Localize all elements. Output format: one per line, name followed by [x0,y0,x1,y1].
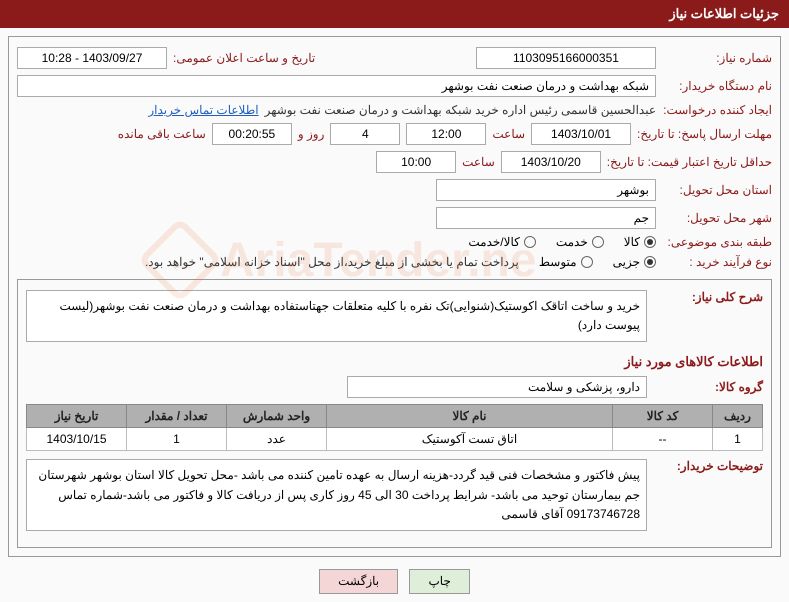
goods-group-label: گروه کالا: [653,380,763,394]
overview-label: شرح کلی نیاز: [653,290,763,304]
buyer-notes-text: پیش فاکتور و مشخصات فنی قید گردد-هزینه ا… [26,459,647,531]
main-form: AriaTender.ne شماره نیاز: 11030951660003… [8,36,781,557]
price-time-label: ساعت [462,155,495,169]
reply-time-label: ساعت [492,127,525,141]
requester-value: عبدالحسین قاسمی رئیس اداره خرید شبکه بهد… [265,103,656,117]
reply-days-label: روز و [298,127,325,141]
radio-service-label: خدمت [556,235,588,249]
cell-qty: 1 [127,428,227,451]
reply-deadline-label: مهلت ارسال پاسخ: تا تاریخ: [637,127,772,141]
subject-class-label: طبقه بندی موضوعی: [662,235,772,249]
radio-icon [581,256,593,268]
radio-service[interactable]: خدمت [556,235,604,249]
requester-label: ایجاد کننده درخواست: [662,103,772,117]
row-requester: ایجاد کننده درخواست: عبدالحسین قاسمی رئی… [17,103,772,117]
radio-both[interactable]: کالا/خدمت [468,235,535,249]
price-validity-label: حداقل تاریخ اعتبار قیمت: تا تاریخ: [607,155,772,169]
radio-icon [592,236,604,248]
announce-label: تاریخ و ساعت اعلان عمومی: [173,51,315,65]
need-number-label: شماره نیاز: [662,51,772,65]
cell-date: 1403/10/15 [27,428,127,451]
radio-goods[interactable]: کالا [624,235,656,249]
back-button[interactable]: بازگشت [319,569,398,594]
radio-goods-label: کالا [624,235,640,249]
delivery-city-label: شهر محل تحویل: [662,211,772,225]
print-button[interactable]: چاپ [409,569,469,594]
cell-name: اتاق تست آکوستیک [327,428,613,451]
row-buyer-org: نام دستگاه خریدار: شبکه بهداشت و درمان ص… [17,75,772,97]
row-reply-deadline: مهلت ارسال پاسخ: تا تاریخ: 1403/10/01 سا… [17,123,772,145]
buyer-org-label: نام دستگاه خریدار: [662,79,772,93]
purchase-note: پرداخت تمام یا بخشی از مبلغ خرید،از محل … [145,255,519,269]
price-validity-time: 10:00 [376,151,456,173]
reply-days: 4 [330,123,400,145]
row-delivery-city: شهر محل تحویل: جم [17,207,772,229]
goods-section-title: اطلاعات کالاهای مورد نیاز [26,354,763,370]
cell-code: -- [613,428,713,451]
purchase-type-label: نوع فرآیند خرید : [662,255,772,269]
radio-medium-label: متوسط [539,255,577,269]
radio-medium[interactable]: متوسط [539,255,593,269]
cell-unit: عدد [227,428,327,451]
overview-section: شرح کلی نیاز: خرید و ساخت اتاقک اکوستیک(… [17,279,772,548]
goods-table: ردیف کد کالا نام کالا واحد شمارش تعداد /… [26,404,763,451]
row-need-number: شماره نیاز: 1103095166000351 تاریخ و ساع… [17,47,772,69]
row-buyer-notes: توضیحات خریدار: پیش فاکتور و مشخصات فنی … [26,459,763,531]
cell-row: 1 [713,428,763,451]
radio-minor[interactable]: جزیی [613,255,656,269]
th-row: ردیف [713,405,763,428]
radio-icon [644,236,656,248]
th-unit: واحد شمارش [227,405,327,428]
goods-group-value: دارو، پزشکی و سلامت [347,376,647,398]
delivery-city-value: جم [436,207,656,229]
need-number-value: 1103095166000351 [476,47,656,69]
th-code: کد کالا [613,405,713,428]
row-price-validity: حداقل تاریخ اعتبار قیمت: تا تاریخ: 1403/… [17,151,772,173]
reply-countdown: 00:20:55 [212,123,292,145]
reply-remain-label: ساعت باقی مانده [118,127,206,141]
radio-minor-label: جزیی [613,255,640,269]
page-title: جزئیات اطلاعات نیاز [669,6,779,21]
buyer-contact-link[interactable]: اطلاعات تماس خریدار [148,103,258,117]
delivery-province-value: بوشهر [436,179,656,201]
button-row: چاپ بازگشت [0,569,789,594]
table-header-row: ردیف کد کالا نام کالا واحد شمارش تعداد /… [27,405,763,428]
buyer-org-value: شبکه بهداشت و درمان صنعت نفت بوشهر [17,75,656,97]
row-subject-class: طبقه بندی موضوعی: کالا خدمت کالا/خدمت [17,235,772,249]
row-overview: شرح کلی نیاز: خرید و ساخت اتاقک اکوستیک(… [26,290,763,342]
radio-both-label: کالا/خدمت [468,235,519,249]
page-header: جزئیات اطلاعات نیاز [0,0,789,28]
row-delivery-province: استان محل تحویل: بوشهر [17,179,772,201]
reply-deadline-time: 12:00 [406,123,486,145]
th-name: نام کالا [327,405,613,428]
radio-icon [644,256,656,268]
th-qty: تعداد / مقدار [127,405,227,428]
announce-value: 1403/09/27 - 10:28 [17,47,167,69]
buyer-notes-label: توضیحات خریدار: [653,459,763,473]
price-validity-date: 1403/10/20 [501,151,601,173]
radio-icon [524,236,536,248]
th-date: تاریخ نیاز [27,405,127,428]
row-goods-group: گروه کالا: دارو، پزشکی و سلامت [26,376,763,398]
table-row: 1 -- اتاق تست آکوستیک عدد 1 1403/10/15 [27,428,763,451]
reply-deadline-date: 1403/10/01 [531,123,631,145]
row-purchase-type: نوع فرآیند خرید : جزیی متوسط پرداخت تمام… [17,255,772,269]
overview-text: خرید و ساخت اتاقک اکوستیک(شنوایی)تک نفره… [26,290,647,342]
delivery-province-label: استان محل تحویل: [662,183,772,197]
